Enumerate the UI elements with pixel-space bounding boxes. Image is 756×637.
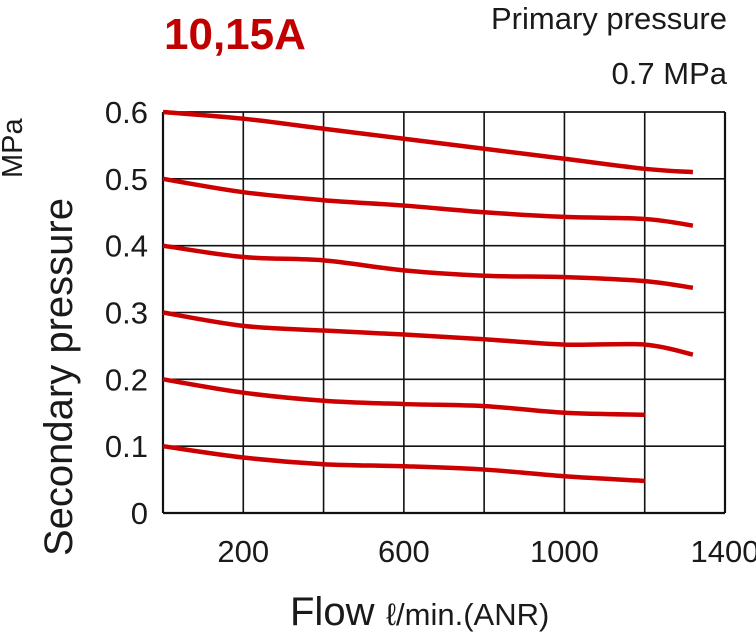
x-tick-label: 600 [378,534,430,569]
series-line-2 [162,176,694,228]
y-tick-label: 0.4 [105,229,148,264]
x-axis-label: Flow [290,590,375,634]
y-tick-labels: 0 0.1 0.2 0.3 0.4 0.5 0.6 [105,95,148,531]
series-line-4 [162,310,694,357]
x-tick-label: 1000 [530,534,599,569]
y-tick-label: 0.1 [105,429,148,464]
y-axis-unit: MPa [0,118,29,179]
y-tick-label: 0.5 [105,162,148,197]
y-tick-label: 0.3 [105,296,148,331]
series-line-6 [162,443,645,484]
series-group [162,109,694,484]
series-line-3 [162,243,694,291]
primary-pressure-label: Primary pressure [491,1,727,36]
primary-pressure-value: 0.7 MPa [612,56,728,91]
chart-title: 10,15A [164,10,306,59]
grid [161,111,727,515]
y-tick-label: 0.2 [105,362,148,397]
x-axis-unit: ℓ/min.(ANR) [386,597,549,632]
series-line-5 [162,377,645,418]
x-tick-label: 1400 [691,534,756,569]
y-tick-label: 0.6 [105,95,148,130]
y-tick-label: 0 [131,496,148,531]
x-tick-label: 200 [217,534,269,569]
y-axis-label: Secondary pressure [37,198,81,556]
series-line-1 [162,109,694,175]
x-tick-labels: 200 600 1000 1400 [217,534,756,569]
